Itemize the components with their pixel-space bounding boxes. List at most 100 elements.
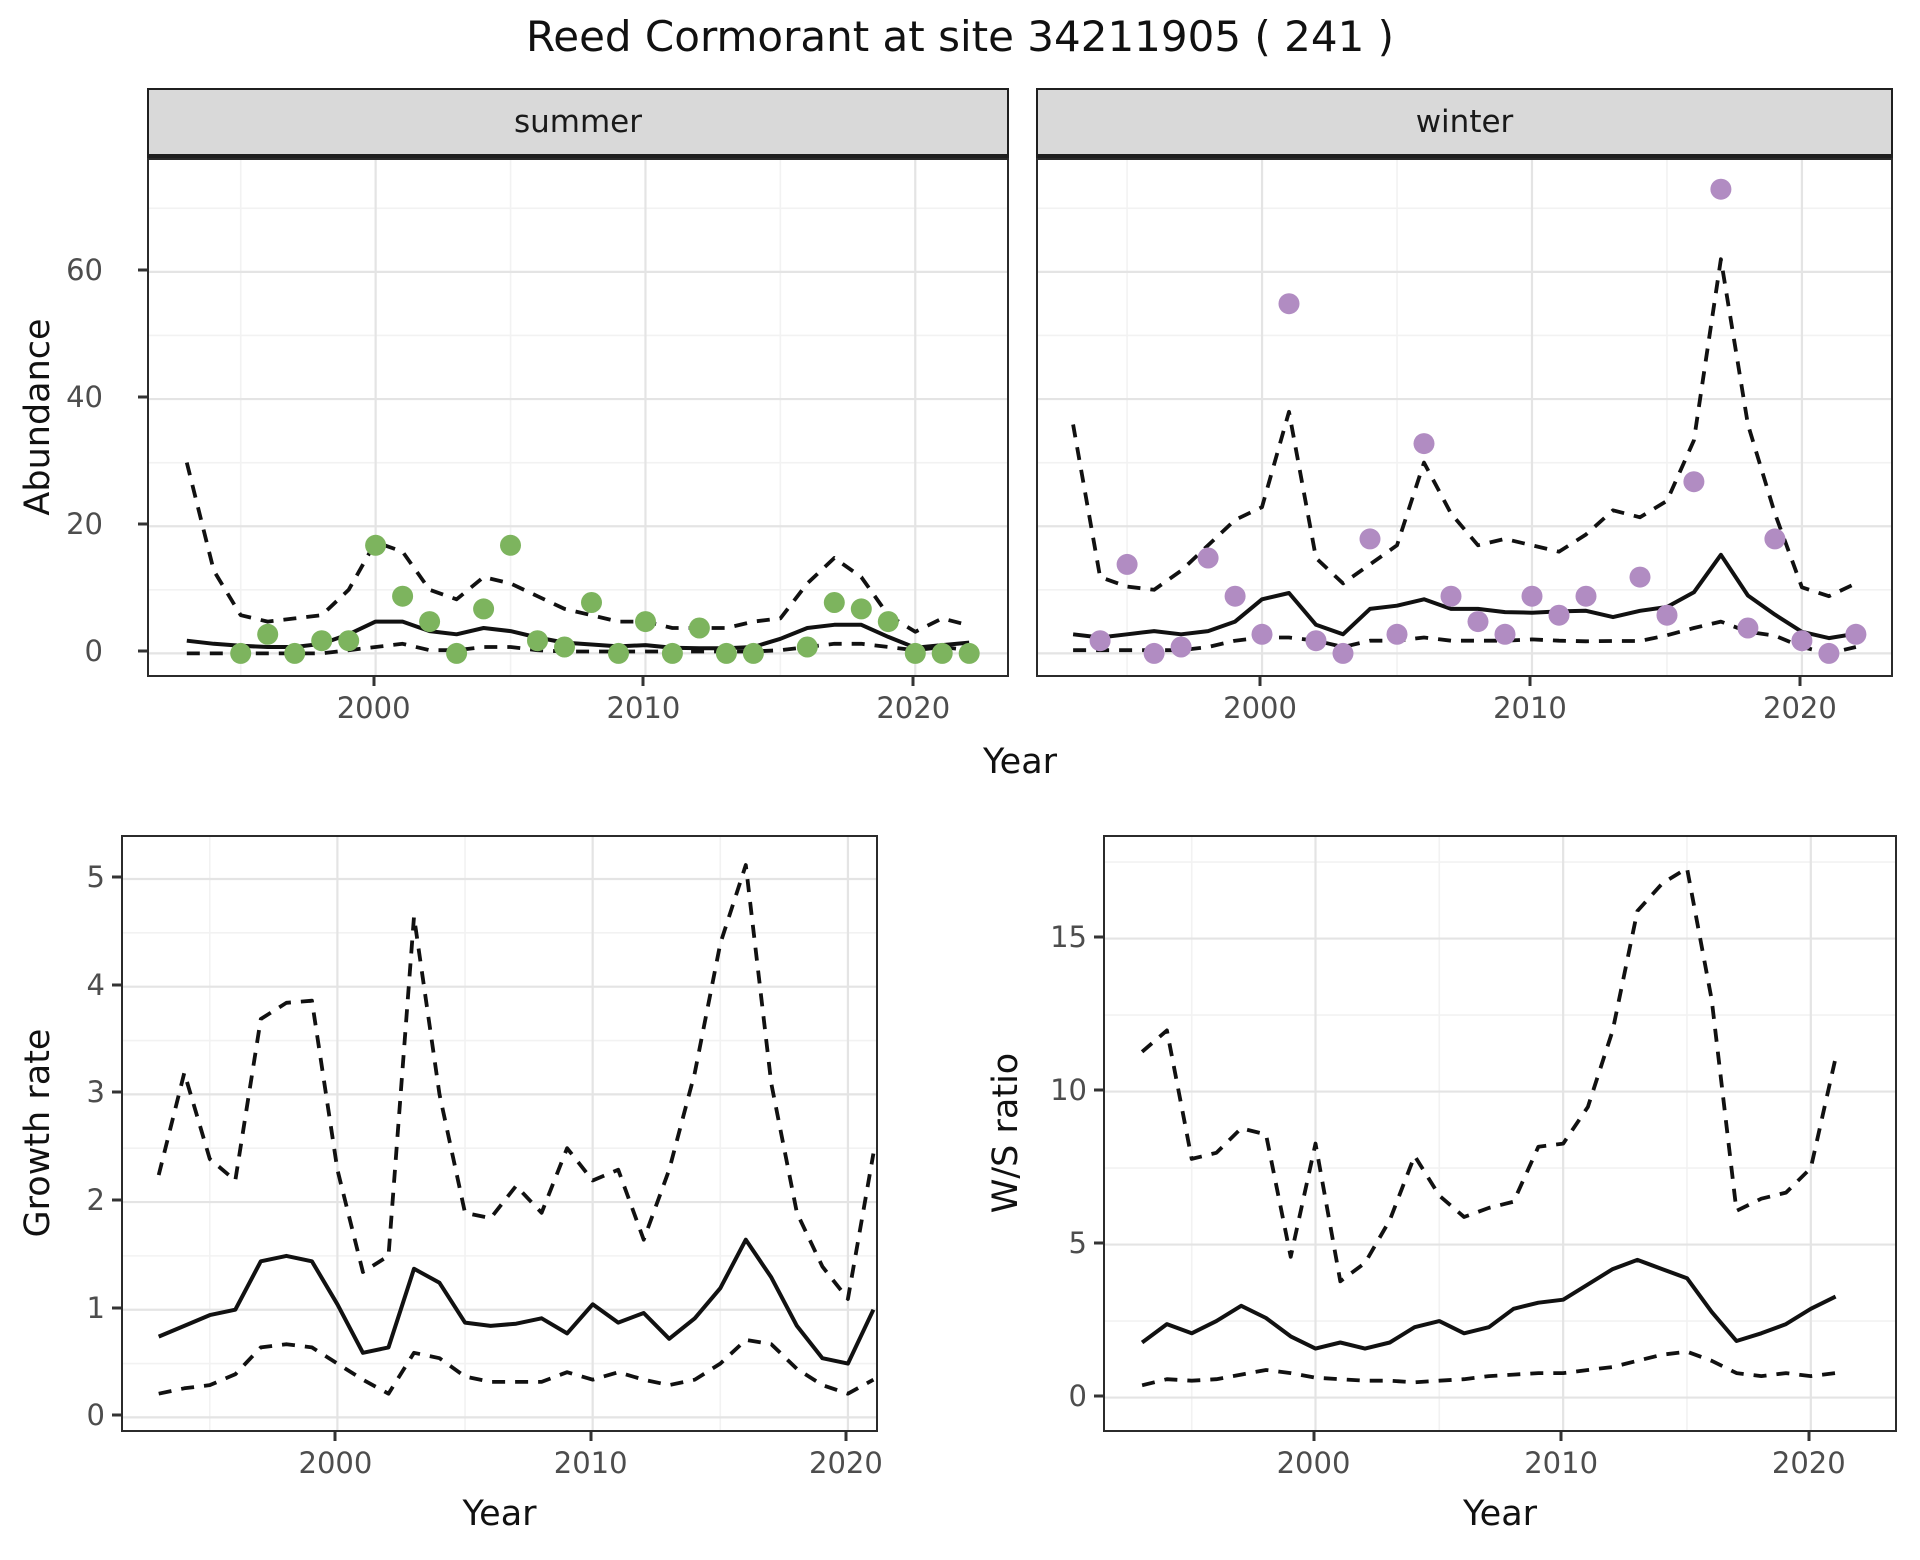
abundance-winter-data-point	[1791, 630, 1813, 652]
ws-y-axis: 0 5 10 15	[956, 835, 1103, 1432]
abundance-winter-data-point	[1629, 566, 1651, 588]
y-tick-label: 0	[1068, 1378, 1087, 1413]
facet-strip-summer: summer	[147, 88, 1009, 158]
y-tick-mark	[1094, 1241, 1103, 1245]
y-tick-label: 4	[86, 967, 105, 1002]
abundance-winter-data-point	[1116, 553, 1138, 575]
abundance-summer-data-point	[688, 617, 710, 639]
abundance-winter-data-point	[1656, 604, 1678, 626]
abundance-axis-title: Abundance	[18, 318, 58, 516]
winter-x-axis: 2000 2010 2020	[1036, 677, 1893, 737]
y-tick-mark	[112, 1306, 121, 1310]
abundance-summer-data-point	[311, 630, 333, 652]
abundance-summer-data-point	[527, 630, 548, 652]
abundance-winter-data-point	[1224, 585, 1246, 607]
abundance-summer-data-point	[850, 598, 872, 620]
abundance-winter-data-point	[1386, 623, 1408, 645]
abundance-summer-data-point	[365, 534, 387, 556]
x-tick-label: 2010	[553, 1446, 628, 1480]
ws-ratio-axis-title: W/S ratio	[986, 1052, 1026, 1214]
x-tick-mark	[844, 1432, 848, 1441]
abundance-winter-data-point	[1764, 528, 1786, 550]
growth-upper-ci-line	[156, 863, 876, 1301]
x-tick-label: 2020	[1771, 1446, 1846, 1480]
abundance-summer-data-point	[931, 642, 953, 664]
growth-rate-plot	[121, 835, 878, 1432]
abundance-winter-data-point	[1845, 623, 1867, 645]
abundance-summer-data-point	[284, 642, 306, 664]
abundance-summer-data-point	[230, 642, 252, 664]
abundance-summer-plot	[147, 158, 1009, 677]
y-tick-label: 0	[84, 634, 103, 669]
x-tick-label: 2020	[876, 691, 951, 725]
abundance-winter-data-point	[1494, 623, 1516, 645]
abundance-summer-data-point	[904, 642, 926, 664]
y-tick-mark	[112, 983, 121, 987]
abundance-summer-data-point	[877, 611, 899, 633]
y-tick-mark	[138, 522, 147, 526]
abundance-winter-plot	[1036, 158, 1893, 677]
abundance-summer-data-point	[500, 534, 521, 556]
y-tick-mark	[138, 395, 147, 399]
abundance-summer-data-point	[446, 642, 468, 664]
x-tick-label: 2000	[1276, 1446, 1351, 1480]
x-tick-mark	[911, 677, 915, 686]
abundance-summer-data-point	[419, 611, 441, 633]
abundance-summer-canvas	[149, 160, 1007, 675]
ws-year-axis-title: Year	[1462, 1494, 1538, 1534]
y-tick-label: 1	[86, 1290, 105, 1325]
abundance-summer-data-point	[257, 623, 279, 645]
y-tick-mark	[1094, 1394, 1103, 1398]
abundance-winter-data-point	[1440, 585, 1462, 607]
y-tick-label: 3	[86, 1075, 105, 1110]
facet-strip-winter-label: winter	[1415, 104, 1514, 140]
y-tick-mark	[138, 649, 147, 653]
growth-canvas	[123, 837, 876, 1430]
abundance-winter-canvas	[1038, 160, 1891, 675]
abundance-winter-data-point	[1467, 611, 1489, 633]
abundance-summer-data-point	[661, 642, 683, 664]
abundance-summer-data-point	[958, 642, 980, 664]
abundance-summer-data-point	[796, 636, 818, 658]
abundance-winter-data-point	[1359, 528, 1381, 550]
abundance-winter-upper-ci-line	[1071, 257, 1857, 599]
y-tick-mark	[112, 1198, 121, 1202]
x-tick-label: 2000	[336, 691, 411, 725]
x-tick-mark	[589, 1432, 593, 1441]
abundance-winter-data-point	[1170, 636, 1192, 658]
abundance-winter-data-point	[1332, 642, 1354, 664]
abundance-winter-data-point	[1251, 623, 1273, 645]
x-tick-mark	[641, 677, 645, 686]
abundance-winter-data-point	[1521, 585, 1543, 607]
growth-y-axis: 0 1 2 3 4 5	[0, 835, 121, 1432]
summer-x-axis: 2000 2010 2020	[147, 677, 1009, 737]
x-tick-mark	[1559, 1432, 1563, 1441]
y-tick-mark	[112, 1413, 121, 1417]
abundance-summer-lower-ci-line	[186, 641, 970, 656]
abundance-winter-data-point	[1818, 642, 1840, 664]
y-tick-label: 2	[86, 1183, 105, 1218]
facet-strip-summer-label: summer	[513, 104, 642, 140]
abundance-summer-data-point	[581, 592, 602, 613]
y-tick-mark	[112, 875, 121, 879]
x-tick-label: 2020	[809, 1446, 883, 1480]
x-tick-label: 2000	[1223, 691, 1297, 725]
abundance-summer-data-point	[608, 642, 629, 664]
abundance-winter-data-point	[1683, 471, 1705, 493]
ws-upper-ci-line	[1140, 866, 1838, 1284]
abundance-winter-data-point	[1305, 630, 1327, 652]
y-tick-mark	[138, 268, 147, 272]
abundance-winter-lower-ci-line	[1073, 619, 1857, 656]
growth-median-line	[157, 1237, 876, 1366]
abundance-summer-data-point	[823, 592, 845, 613]
x-tick-mark	[1258, 677, 1262, 686]
y-tick-label: 40	[66, 380, 103, 415]
ws-canvas	[1105, 837, 1895, 1430]
growth-x-axis: 2000 2010 2020	[121, 1432, 883, 1492]
y-tick-label: 20	[66, 507, 103, 542]
x-tick-label: 2000	[298, 1446, 373, 1480]
chart-title: Reed Cormorant at site 34211905 ( 241 )	[525, 12, 1395, 61]
abundance-summer-data-point	[554, 636, 575, 658]
x-tick-label: 2010	[1493, 691, 1567, 725]
